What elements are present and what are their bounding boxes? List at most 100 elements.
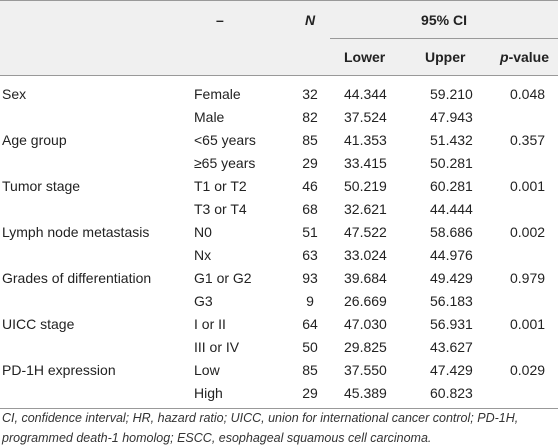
cell: 0.048 — [510, 85, 546, 102]
cell: 0.357 — [510, 131, 546, 148]
header-cell — [194, 38, 290, 76]
header-cell: – — [216, 11, 224, 28]
cell: 68 — [302, 200, 318, 217]
cell: 50.219 — [344, 177, 387, 194]
cell: High — [194, 381, 290, 409]
cell: 47.522 — [344, 223, 387, 240]
cell: 44.344 — [344, 85, 387, 102]
table-row: Male 82 37.524 47.943 — [0, 105, 558, 128]
group-label: UICC stage — [2, 315, 75, 332]
cell: 47.030 — [344, 315, 387, 332]
cell — [0, 335, 194, 358]
cell: III or IV — [194, 338, 240, 355]
cell: 46 — [302, 177, 318, 194]
table-row: G3 9 26.669 56.183 — [0, 289, 558, 312]
cell: 64 — [302, 315, 318, 332]
cell: Male — [194, 108, 225, 125]
cell: 45.389 — [330, 381, 416, 409]
cell — [500, 197, 558, 220]
cell: 39.684 — [344, 269, 387, 286]
cell: 29 — [302, 154, 318, 171]
cell: 47.943 — [430, 108, 473, 125]
cell: 41.353 — [344, 131, 387, 148]
header-cell: Lower — [330, 38, 416, 76]
cell: 33.024 — [344, 246, 387, 263]
header-cell: p-value — [500, 38, 558, 76]
cell: 0.002 — [510, 223, 546, 240]
cell: 37.524 — [344, 108, 387, 125]
cell: 32 — [302, 85, 318, 102]
group-label: Age group — [2, 131, 67, 148]
header-cell: 95% CI — [330, 0, 558, 39]
footnote: CI, confidence interval; HR, hazard rati… — [2, 411, 519, 445]
table-row: T3 or T4 68 32.621 44.444 — [0, 197, 558, 220]
table-row: High 29 45.389 60.823 — [0, 381, 558, 409]
cell: 9 — [306, 292, 314, 309]
cell: 29 — [290, 381, 330, 409]
table-header: – N 95% CI Lower Upper p-value — [0, 0, 558, 76]
cell: 63 — [302, 246, 318, 263]
cell: 0.001 — [510, 315, 546, 332]
data-table: – N 95% CI Lower Upper p-value Sex Female… — [0, 0, 558, 409]
cell: 44.976 — [430, 246, 473, 263]
table-row: PD-1H expression Low 85 37.550 47.429 0.029 — [0, 358, 558, 381]
cell — [500, 243, 558, 266]
cell: 50 — [302, 338, 318, 355]
cell: 60.281 — [430, 177, 473, 194]
table-row: Nx 63 33.024 44.976 — [0, 243, 558, 266]
table-body: Sex Female 32 44.344 59.210 0.048 Male 82 37.524… — [0, 76, 558, 409]
cell: 43.627 — [430, 338, 473, 355]
cell: 85 — [302, 131, 318, 148]
cell: 33.415 — [344, 154, 387, 171]
cell: 0.001 — [510, 177, 546, 194]
table-row: Age group <65 years 85 41.353 51.432 0.357 — [0, 128, 558, 151]
cell: 51 — [302, 223, 318, 240]
cell: ≥65 years — [194, 154, 256, 171]
cell: Nx — [194, 246, 212, 263]
group-label: Sex — [2, 85, 27, 102]
cell — [0, 151, 194, 174]
table-row: Grades of differentiation G1 or G2 93 39.68… — [0, 266, 558, 289]
cell: 51.432 — [430, 131, 473, 148]
table-row: UICC stage I or II 64 47.030 56.931 0.001 — [0, 312, 558, 335]
table-row: Tumor stage T1 or T2 46 50.219 60.281 0.001 — [0, 174, 558, 197]
cell: 29.825 — [344, 338, 387, 355]
cell: T1 or T2 — [194, 177, 247, 194]
group-label: PD-1H expression — [2, 361, 116, 378]
header-cell: Upper — [416, 38, 500, 76]
cell: 44.444 — [430, 200, 473, 217]
cell: 85 — [302, 361, 318, 378]
cell: 56.931 — [430, 315, 473, 332]
cell — [0, 105, 194, 128]
cell: T3 or T4 — [194, 200, 247, 217]
cell: Low — [194, 361, 220, 378]
table-row: ≥65 years 29 33.415 50.281 — [0, 151, 558, 174]
cell: 59.210 — [430, 85, 473, 102]
cell: 49.429 — [430, 269, 473, 286]
header-cell — [290, 38, 330, 76]
cell: 50.281 — [430, 154, 473, 171]
cell — [0, 381, 194, 409]
cell: <65 years — [194, 131, 256, 148]
cell — [0, 289, 194, 312]
cell — [0, 243, 194, 266]
cell: N0 — [194, 223, 212, 240]
cell: 47.429 — [430, 361, 473, 378]
cell: G3 — [194, 292, 213, 309]
group-label: Tumor stage — [2, 177, 81, 194]
cell: 0.979 — [510, 269, 546, 286]
cell — [500, 335, 558, 358]
group-label: Grades of differentiation — [2, 269, 152, 286]
header-cell — [0, 1, 194, 39]
cell: G1 or G2 — [194, 269, 252, 286]
cell: 0.029 — [510, 361, 546, 378]
group-label: Lymph node metastasis — [2, 223, 150, 240]
cell: 93 — [302, 269, 318, 286]
cell: 58.686 — [430, 223, 473, 240]
cell: 56.183 — [430, 292, 473, 309]
cell: 60.823 — [416, 381, 500, 409]
header-cell: N — [304, 11, 316, 28]
cell: Female — [194, 85, 241, 102]
cell — [0, 197, 194, 220]
